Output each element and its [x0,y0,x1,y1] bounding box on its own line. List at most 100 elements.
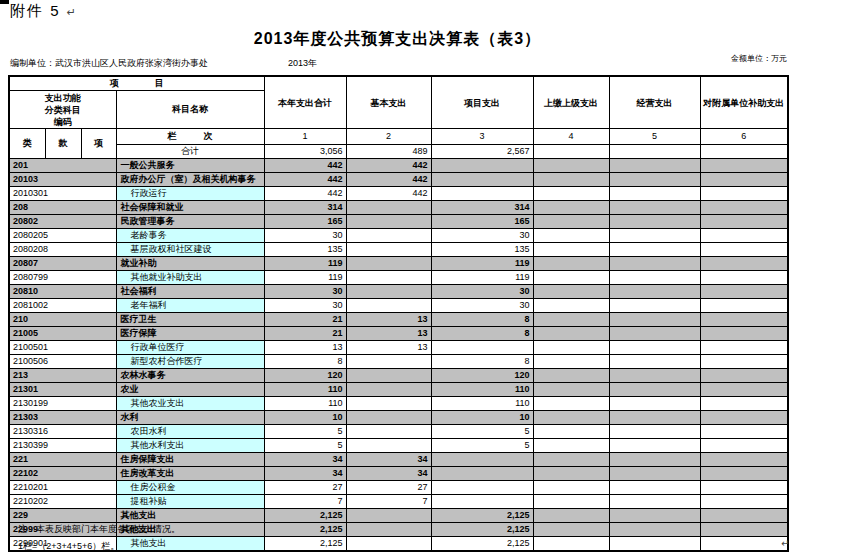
row-c1: 135 [264,243,346,257]
row-c3: 5 [431,439,533,453]
row-code: 21303 [9,411,116,425]
row-c5 [609,299,700,313]
item-header-cell: 项 目 [9,76,264,91]
row-c5 [609,313,700,327]
row-c6 [700,173,788,187]
row-c1: 442 [264,187,346,201]
total-row-label: 合计 [116,145,264,159]
row-c4 [533,257,609,271]
row-name: 提租补贴 [116,495,264,509]
row-c2: 13 [346,327,431,341]
row-c3: 2,125 [431,523,533,537]
col-header-operating: 经营支出 [609,76,700,129]
row-c1: 110 [264,383,346,397]
row-name: 政府办公厅（室）及相关机构事务 [116,173,264,187]
row-c3 [431,453,533,467]
row-c5 [609,411,700,425]
row-c2: 7 [346,495,431,509]
row-c4 [533,411,609,425]
table-row: 208 社会保障和就业 314 314 [9,201,788,215]
row-c6 [700,523,788,537]
row-c3 [431,187,533,201]
row-c5 [609,159,700,173]
row-c5 [609,285,700,299]
name-header-cell: 科目名称 [116,91,264,129]
paragraph-mark-icon: ↵ [67,6,78,18]
row-c4 [533,467,609,481]
table-row: 2100506 新型农村合作医疗 8 8 [9,355,788,369]
row-c3: 30 [431,285,533,299]
table-row: 2130199 其他农业支出 110 110 [9,397,788,411]
row-code: 2100506 [9,355,116,369]
row-name: 老龄事务 [116,229,264,243]
row-c4 [533,383,609,397]
row-code: 229 [9,509,116,523]
sub-header-item: 项 [81,129,116,159]
row-c1: 2,125 [264,537,346,552]
row-c5 [609,243,700,257]
table-row: 213 农林水事务 120 120 [9,369,788,383]
table-row: 20802 民政管理事务 165 165 [9,215,788,229]
row-c1: 10 [264,411,346,425]
row-c1: 7 [264,495,346,509]
row-c4 [533,243,609,257]
row-c2 [346,243,431,257]
col-number-6: 6 [700,129,788,145]
row-c4 [533,537,609,552]
row-c3 [431,173,533,187]
attachment-text: 附件 5 [10,2,61,19]
attachment-label: 附件 5 ↵ [10,2,78,21]
row-name: 其他就业补助支出 [116,271,264,285]
row-c4 [533,327,609,341]
row-code: 221 [9,453,116,467]
row-code: 20802 [9,215,116,229]
row-c6 [700,495,788,509]
row-c4 [533,229,609,243]
row-c5 [609,187,700,201]
row-c4 [533,187,609,201]
row-c6 [700,285,788,299]
total-c6 [700,145,788,159]
sub-header-class: 类 [9,129,45,159]
table-row: 2081002 老年福利 30 30 [9,299,788,313]
row-c5 [609,397,700,411]
row-c3: 165 [431,215,533,229]
row-name: 老年福利 [116,299,264,313]
table-row: 20103 政府办公厅（室）及相关机构事务 442 442 [9,173,788,187]
row-c1: 8 [264,355,346,369]
row-c6 [700,271,788,285]
table-row: 21301 农业 110 110 [9,383,788,397]
table-header: 项 目 本年支出合计 基本支出 项目支出 上缴上级支出 经营支出 对附属单位补助… [9,76,788,159]
row-c2: 442 [346,159,431,173]
row-c4 [533,453,609,467]
row-name: 基层政权和社区建设 [116,243,264,257]
row-c6 [700,439,788,453]
row-c4 [533,481,609,495]
row-code: 210 [9,313,116,327]
row-c1: 21 [264,327,346,341]
row-name: 其他农业支出 [116,397,264,411]
row-c6 [700,201,788,215]
row-name: 行政运行 [116,187,264,201]
row-c5 [609,537,700,552]
row-name: 医疗卫生 [116,313,264,327]
table-row: 20810 社会福利 30 30 [9,285,788,299]
row-name: 住房保障支出 [116,453,264,467]
row-code: 2010301 [9,187,116,201]
row-name: 行政单位医疗 [116,341,264,355]
col-number-3: 3 [431,129,533,145]
row-c3 [431,467,533,481]
row-c1: 110 [264,397,346,411]
row-c2: 13 [346,313,431,327]
col-header-basic: 基本支出 [346,76,431,129]
row-c5 [609,355,700,369]
row-c2 [346,411,431,425]
total-c1: 3,056 [264,145,346,159]
row-c6 [700,215,788,229]
row-c4 [533,523,609,537]
row-c3: 8 [431,313,533,327]
row-c2 [346,229,431,243]
row-c3: 8 [431,355,533,369]
row-code: 2081002 [9,299,116,313]
row-c6 [700,537,788,552]
